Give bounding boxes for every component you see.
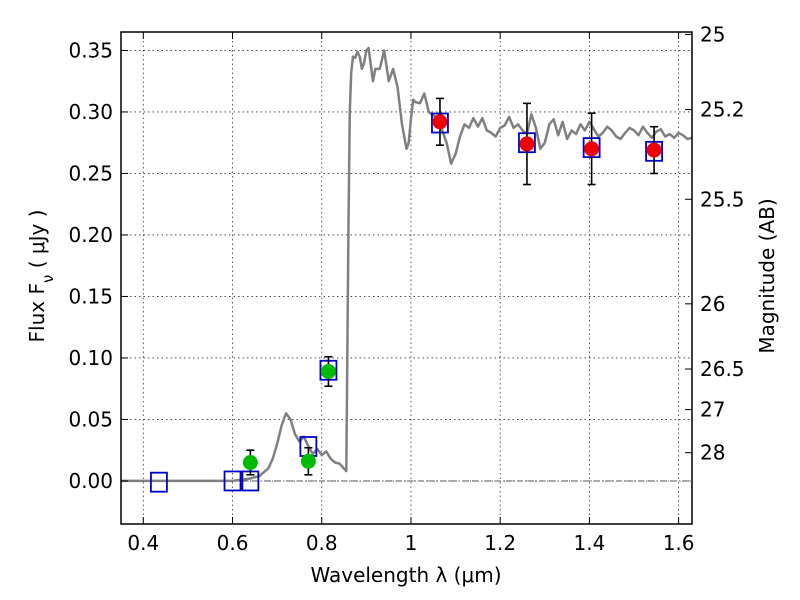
model-spectrum-layer [121,46,693,483]
x-tick-label: 0.6 [217,531,249,555]
y-tick-label: 0.05 [68,407,113,431]
x-tick-label: 0.4 [127,531,159,555]
x-tick-label: 1.4 [573,531,605,555]
right-tick-label: 25 [700,22,725,46]
right-tick-label: 25.5 [700,187,745,211]
plot-frame [120,31,693,525]
y-tick-label: 0.00 [68,469,113,493]
y-axis-label-unit: ( μJy ) [25,210,49,275]
right-tick-label: 25.2 [700,97,745,121]
red-data-point [432,114,448,130]
right-tick-label: 27 [700,398,725,422]
y-tick-label: 0.25 [68,161,113,185]
x-tick-label: 1 [405,531,418,555]
ticks-layer: 0.4 0.6 0.8 1 1.2 1.4 1.6 0.00 0.05 0.10 0.15 0.20 0… [68,22,744,555]
y-axis-label: Flux Fν ( μJy ) [25,210,57,343]
y-axis-label-main: Flux F [25,283,49,342]
x-axis-label: Wavelength λ (μm) [310,563,501,587]
red-data-point [584,141,600,157]
green-data-point [300,453,316,469]
red-data-point [519,136,535,152]
red-data-point [646,142,662,158]
right-tick-label: 28 [700,441,725,465]
right-tick-label: 26.5 [700,357,745,381]
y-tick-label: 0.10 [68,346,113,370]
right-axis-label: Magnitude (AB) [755,198,779,353]
green-data-point [242,455,258,470]
y-axis-label-subscript: ν [39,275,57,283]
y-tick-label: 0.15 [68,284,113,308]
x-tick-label: 0.8 [306,531,338,555]
green-data-point [320,363,336,379]
model-photometry-square [150,471,168,493]
x-tick-label: 1.2 [484,531,516,555]
y-tick-label: 0.35 [68,38,113,62]
model-spectrum-line [121,46,693,483]
x-tick-label: 1.6 [663,531,695,555]
y-tick-label: 0.20 [68,223,113,247]
model-photometry-square [223,470,242,492]
photometry-layer [150,97,663,493]
right-tick-label: 26 [700,292,725,316]
y-tick-label: 0.30 [68,100,113,124]
grid-layer [121,32,692,524]
